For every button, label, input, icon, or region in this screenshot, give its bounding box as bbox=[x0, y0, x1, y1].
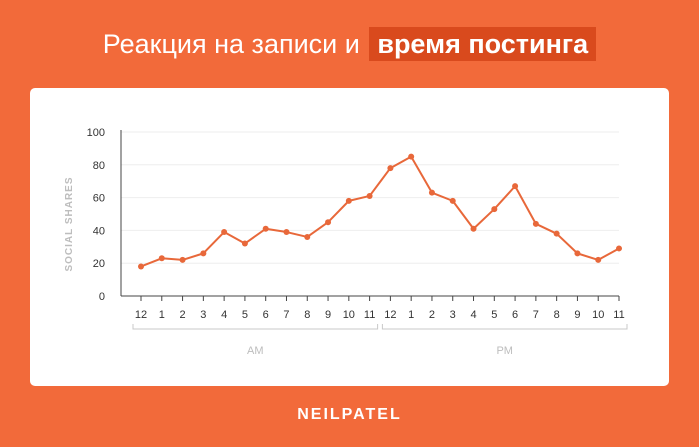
data-point bbox=[366, 192, 373, 199]
brand-logo: NEILPATEL bbox=[297, 406, 402, 423]
title-highlight: время постинга bbox=[369, 27, 597, 61]
data-point bbox=[387, 165, 394, 172]
data-point bbox=[449, 197, 456, 204]
data-point bbox=[512, 183, 519, 190]
data-point bbox=[200, 250, 207, 257]
x-tick-label: 8 bbox=[304, 309, 310, 321]
data-point bbox=[138, 263, 144, 270]
x-tick-label: 12 bbox=[135, 309, 147, 321]
data-point bbox=[574, 250, 581, 257]
x-tick-label: 5 bbox=[491, 309, 497, 321]
chart-card: 0 20 40 60 80 100 SOCIAL SHARES 12 1 2 3 4 5 6 7 8 9 10 11… bbox=[30, 88, 669, 386]
data-point bbox=[532, 220, 539, 227]
data-point bbox=[241, 240, 248, 247]
data-point bbox=[491, 206, 498, 213]
group-label-am: AM bbox=[247, 345, 264, 357]
data-point bbox=[262, 225, 269, 232]
data-point bbox=[325, 219, 332, 226]
x-tick-label: 4 bbox=[221, 309, 227, 321]
page-title: Реакция на записи и время постинга bbox=[0, 24, 699, 64]
x-tick-label: 11 bbox=[364, 309, 375, 321]
data-point bbox=[470, 225, 477, 232]
x-tick-label: 1 bbox=[159, 309, 165, 321]
y-tick-label: 0 bbox=[99, 291, 105, 303]
data-point bbox=[304, 233, 311, 240]
data-point bbox=[345, 197, 352, 204]
group-bracket-pm bbox=[381, 324, 628, 330]
title-plain: Реакция на записи и bbox=[102, 29, 360, 59]
x-tick-label: 12 bbox=[384, 309, 396, 321]
x-tick-label: 2 bbox=[180, 309, 186, 321]
data-point bbox=[553, 230, 560, 237]
y-axis-label: SOCIAL SHARES bbox=[64, 176, 75, 271]
x-tick-label: 6 bbox=[512, 309, 518, 321]
y-tick-label: 40 bbox=[93, 225, 105, 237]
x-tick-label: 8 bbox=[554, 309, 560, 321]
x-tick-label: 7 bbox=[533, 309, 539, 321]
group-bracket-am bbox=[132, 324, 379, 330]
data-point bbox=[408, 153, 415, 160]
series-line bbox=[140, 155, 620, 268]
x-tick-label: 7 bbox=[283, 309, 289, 321]
data-point bbox=[179, 256, 186, 263]
data-point bbox=[428, 189, 435, 196]
data-point bbox=[616, 245, 622, 252]
x-tick-label: 5 bbox=[242, 309, 248, 321]
y-tick-label: 100 bbox=[87, 127, 105, 139]
data-point bbox=[595, 256, 602, 263]
x-tick-label: 10 bbox=[343, 309, 355, 321]
x-tick-label: 2 bbox=[429, 309, 435, 321]
group-label-pm: PM bbox=[496, 345, 513, 357]
x-tick-label: 9 bbox=[325, 309, 331, 321]
x-tick-label: 10 bbox=[592, 309, 604, 321]
data-point bbox=[221, 229, 228, 236]
x-tick-label: 6 bbox=[263, 309, 269, 321]
x-tick-label: 3 bbox=[450, 309, 456, 321]
data-point bbox=[158, 255, 165, 262]
y-tick-label: 20 bbox=[93, 258, 105, 270]
x-tick-label: 11 bbox=[613, 309, 624, 321]
x-tick-label: 9 bbox=[574, 309, 580, 321]
y-tick-label: 80 bbox=[93, 160, 105, 172]
x-tick-label: 1 bbox=[408, 309, 414, 321]
x-tick-label: 3 bbox=[200, 309, 206, 321]
data-point bbox=[283, 229, 290, 236]
x-tick-label: 4 bbox=[470, 309, 476, 321]
y-tick-label: 60 bbox=[93, 193, 105, 205]
